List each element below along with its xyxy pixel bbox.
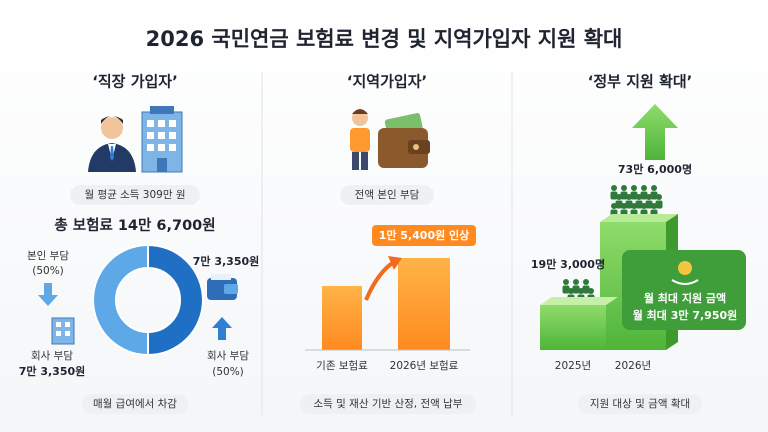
- coin-icon: [678, 261, 692, 275]
- person-head: [568, 288, 574, 294]
- person-body: [562, 285, 570, 294]
- curved-arrow: [364, 260, 396, 301]
- callout-line: 월 최대 지원 금액: [644, 291, 726, 305]
- bar-before: [322, 286, 362, 350]
- person-head: [641, 203, 647, 209]
- pill: [578, 394, 702, 414]
- worker-icon: [88, 116, 136, 172]
- footer-label: 지원 대상 및 금액 확대: [590, 397, 690, 410]
- segment-name: 본인 부담: [27, 250, 69, 262]
- burden-label: 전액 본인 부담: [355, 189, 420, 201]
- panel-heading: ‘직장 가입자’: [92, 73, 178, 91]
- person-head: [583, 279, 589, 285]
- person-head: [651, 203, 657, 209]
- person-head: [563, 279, 569, 285]
- down-arrow: [38, 283, 58, 306]
- person-head: [651, 185, 657, 191]
- person-head: [611, 185, 617, 191]
- callout: [372, 225, 476, 246]
- segment-share: (50%): [32, 265, 64, 277]
- small-building-icon: [51, 317, 75, 345]
- person-body: [610, 191, 618, 200]
- box-top: [540, 297, 618, 305]
- person-body: [650, 191, 658, 200]
- person-head: [611, 203, 617, 209]
- bar-label: 2026년 보험료: [390, 360, 459, 372]
- pill: [82, 394, 188, 414]
- donut-segment: [92, 243, 149, 357]
- footer-label: 매월 급여에서 차감: [93, 398, 177, 410]
- wallet-icon: [207, 274, 238, 300]
- person-body: [582, 285, 590, 294]
- person-head: [646, 194, 652, 200]
- segment-name: 회사 부담: [207, 350, 249, 362]
- up-arrow: [212, 317, 232, 340]
- box-top: [600, 214, 678, 222]
- person-wallet-icon: [350, 109, 430, 170]
- person-head: [621, 185, 627, 191]
- total-label: 총 보험료 14만 6,700원: [54, 217, 215, 234]
- big-up-arrow: [632, 104, 678, 160]
- person-body: [640, 191, 648, 200]
- arrow-head: [388, 256, 402, 270]
- hand-icon: [671, 279, 699, 285]
- person-body: [655, 200, 663, 209]
- segment-share: (50%): [212, 366, 244, 378]
- year-label: 2026년: [615, 360, 651, 372]
- bar-after: [398, 258, 450, 350]
- segment-amount: 7만 3,350원: [193, 254, 260, 268]
- panel-heading: ‘지역가입자’: [347, 73, 427, 91]
- callout: [622, 250, 746, 330]
- donut: [92, 243, 204, 357]
- pill: [70, 185, 200, 205]
- people-2026: 73만 6,000명: [618, 162, 692, 176]
- person-head: [588, 288, 594, 294]
- person-body: [645, 200, 653, 209]
- page-title: 2026 국민연금 보험료 변경 및 지역가입자 지원 확대: [146, 27, 623, 51]
- person-head: [621, 203, 627, 209]
- person-head: [626, 194, 632, 200]
- increase-label: 1만 5,400원 인상: [379, 228, 470, 242]
- regional-panel: ‘지역가입자’ 전액 본인 부담 1만 5,400원 인상 기존 보험료 202…: [300, 73, 476, 414]
- segment-name: 회사 부담: [31, 350, 73, 362]
- person-head: [631, 203, 637, 209]
- person-body: [625, 200, 633, 209]
- person-head: [631, 185, 637, 191]
- pill: [300, 394, 476, 414]
- person-body: [572, 285, 580, 294]
- person-body: [620, 191, 628, 200]
- people-2025: 19만 3,000명: [531, 257, 605, 271]
- footer-label: 소득 및 재산 기반 산정, 전액 납부: [314, 398, 463, 410]
- person-head: [578, 288, 584, 294]
- person-body: [630, 191, 638, 200]
- income-label: 월 평균 소득 309만 원: [84, 189, 185, 201]
- person-head: [616, 194, 622, 200]
- person-head: [573, 279, 579, 285]
- donut-segment: [147, 243, 204, 357]
- segment-amount: 7만 3,350원: [19, 364, 86, 378]
- year-label: 2025년: [555, 360, 591, 372]
- support-panel: ‘정부 지원 확대’ 73만 6,000명 19만 3,000명 월 최대 지원…: [531, 73, 746, 414]
- person-head: [636, 194, 642, 200]
- bar-label: 기존 보험료: [316, 360, 368, 372]
- person-body: [635, 200, 643, 209]
- panel-heading: ‘정부 지원 확대’: [588, 73, 693, 91]
- person-head: [641, 185, 647, 191]
- box-2025: [540, 305, 606, 350]
- person-head: [656, 194, 662, 200]
- person-body: [615, 200, 623, 209]
- employee-panel: ‘직장 가입자’ 월 평균 소득 309만 원 총 보험료 14만 6,700원…: [19, 73, 260, 414]
- callout-line: 월 최대 3만 7,950원: [633, 308, 738, 322]
- building-icon: [141, 106, 183, 173]
- pill: [340, 185, 434, 205]
